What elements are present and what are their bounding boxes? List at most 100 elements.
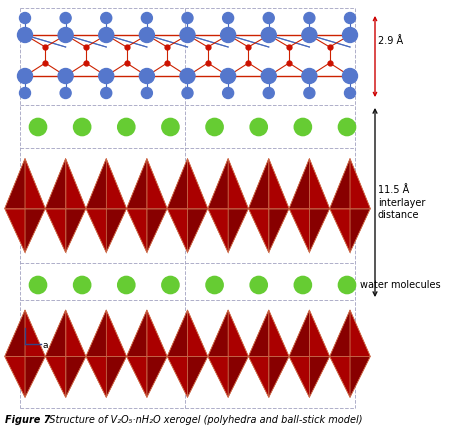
- Circle shape: [139, 69, 155, 83]
- Circle shape: [99, 28, 114, 42]
- Circle shape: [60, 87, 71, 99]
- Polygon shape: [208, 310, 228, 356]
- Circle shape: [302, 69, 317, 83]
- Polygon shape: [167, 208, 188, 252]
- Circle shape: [338, 119, 356, 136]
- Polygon shape: [330, 356, 350, 397]
- Circle shape: [19, 12, 30, 24]
- Circle shape: [18, 69, 33, 83]
- Circle shape: [206, 119, 223, 136]
- Circle shape: [263, 12, 274, 24]
- Polygon shape: [188, 158, 208, 208]
- Circle shape: [250, 119, 267, 136]
- Text: Figure 7: Figure 7: [5, 415, 51, 425]
- Circle shape: [182, 87, 193, 99]
- Circle shape: [19, 87, 30, 99]
- Polygon shape: [5, 208, 25, 252]
- Polygon shape: [167, 158, 188, 208]
- Polygon shape: [127, 356, 147, 397]
- Circle shape: [261, 28, 276, 42]
- Polygon shape: [330, 310, 350, 356]
- Polygon shape: [310, 158, 330, 208]
- Polygon shape: [65, 208, 86, 252]
- Polygon shape: [86, 158, 106, 208]
- Polygon shape: [127, 158, 147, 208]
- Polygon shape: [167, 356, 188, 397]
- Polygon shape: [25, 208, 46, 252]
- Polygon shape: [289, 310, 310, 356]
- Circle shape: [345, 12, 356, 24]
- Circle shape: [343, 28, 357, 42]
- Circle shape: [345, 87, 356, 99]
- Polygon shape: [46, 208, 65, 252]
- Polygon shape: [350, 208, 370, 252]
- Polygon shape: [208, 356, 228, 397]
- Circle shape: [29, 277, 46, 293]
- Circle shape: [343, 69, 357, 83]
- Polygon shape: [86, 356, 106, 397]
- Text: water molecules: water molecules: [360, 280, 441, 290]
- Polygon shape: [269, 208, 289, 252]
- Polygon shape: [269, 158, 289, 208]
- Polygon shape: [330, 208, 350, 252]
- Circle shape: [302, 28, 317, 42]
- Circle shape: [338, 277, 356, 293]
- Polygon shape: [269, 356, 289, 397]
- Polygon shape: [350, 310, 370, 356]
- Polygon shape: [25, 356, 46, 397]
- Circle shape: [180, 69, 195, 83]
- Circle shape: [261, 69, 276, 83]
- Circle shape: [60, 12, 71, 24]
- Polygon shape: [25, 158, 46, 208]
- Circle shape: [304, 12, 315, 24]
- Circle shape: [118, 119, 135, 136]
- Polygon shape: [188, 208, 208, 252]
- Polygon shape: [310, 310, 330, 356]
- Circle shape: [220, 69, 236, 83]
- Text: a: a: [43, 342, 48, 351]
- Polygon shape: [106, 158, 127, 208]
- Polygon shape: [289, 208, 310, 252]
- Circle shape: [73, 277, 91, 293]
- Polygon shape: [86, 208, 106, 252]
- Circle shape: [263, 87, 274, 99]
- Polygon shape: [147, 310, 167, 356]
- Polygon shape: [5, 356, 25, 397]
- Polygon shape: [127, 310, 147, 356]
- Polygon shape: [86, 310, 106, 356]
- Polygon shape: [228, 158, 248, 208]
- Circle shape: [220, 28, 236, 42]
- Polygon shape: [147, 208, 167, 252]
- Text: 11.5 Å
interlayer
distance: 11.5 Å interlayer distance: [378, 185, 425, 220]
- Circle shape: [101, 12, 112, 24]
- Polygon shape: [248, 310, 269, 356]
- Circle shape: [294, 119, 311, 136]
- Polygon shape: [289, 158, 310, 208]
- Polygon shape: [46, 158, 65, 208]
- Text: 2.9 Å: 2.9 Å: [378, 37, 403, 46]
- Polygon shape: [228, 208, 248, 252]
- Circle shape: [99, 69, 114, 83]
- Circle shape: [141, 87, 152, 99]
- Polygon shape: [208, 208, 228, 252]
- Polygon shape: [350, 158, 370, 208]
- Polygon shape: [350, 356, 370, 397]
- Polygon shape: [289, 356, 310, 397]
- Polygon shape: [106, 310, 127, 356]
- Circle shape: [162, 277, 179, 293]
- Polygon shape: [269, 310, 289, 356]
- Circle shape: [29, 119, 46, 136]
- Polygon shape: [106, 356, 127, 397]
- Polygon shape: [147, 356, 167, 397]
- Polygon shape: [208, 158, 228, 208]
- Polygon shape: [228, 310, 248, 356]
- Circle shape: [141, 12, 152, 24]
- Polygon shape: [228, 356, 248, 397]
- Polygon shape: [127, 208, 147, 252]
- Polygon shape: [248, 158, 269, 208]
- Text: c: c: [18, 328, 22, 337]
- Polygon shape: [25, 310, 46, 356]
- Circle shape: [223, 12, 234, 24]
- Polygon shape: [248, 356, 269, 397]
- Circle shape: [73, 119, 91, 136]
